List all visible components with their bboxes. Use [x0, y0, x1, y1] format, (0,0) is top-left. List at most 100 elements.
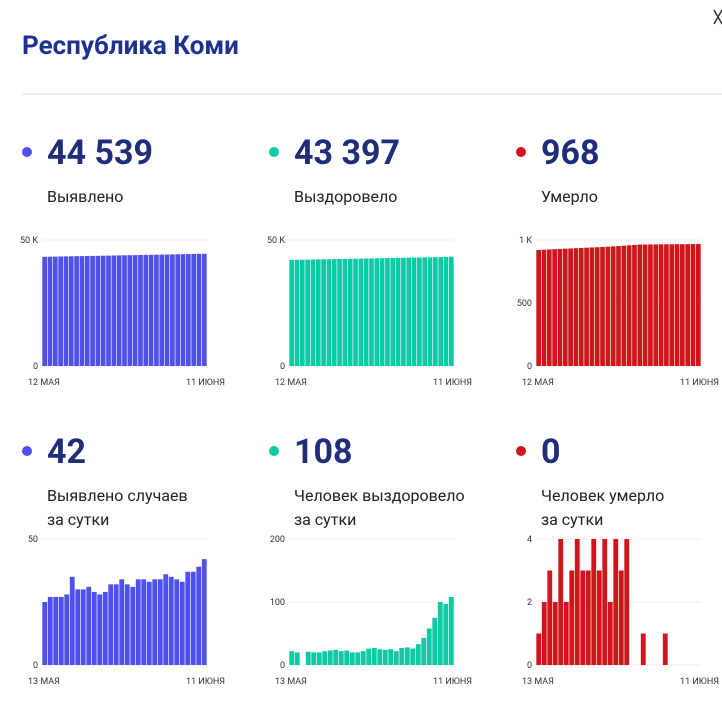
bar [185, 571, 191, 665]
bar [190, 571, 196, 665]
y-tick-label: 0 [527, 362, 532, 372]
stat-label: за сутки [294, 510, 356, 529]
bar [294, 259, 300, 366]
stat-label: Человек выздоровело [294, 486, 465, 505]
bar [618, 570, 624, 665]
bar [369, 258, 374, 366]
bar [610, 246, 616, 366]
bar [541, 602, 547, 665]
bar [68, 256, 74, 366]
status-dot [269, 446, 279, 456]
bar [322, 651, 328, 665]
status-dot [516, 147, 526, 157]
bar [404, 647, 410, 665]
y-tick-label: 50 K [267, 236, 285, 246]
status-dot [22, 147, 32, 157]
bar [152, 579, 158, 665]
bar [132, 255, 138, 366]
x-tick-label: 11 ИЮНЯ [433, 378, 472, 388]
y-tick-label: 4 [527, 535, 532, 545]
bar [613, 539, 619, 665]
bar [122, 255, 127, 366]
x-tick-label: 11 ИЮНЯ [186, 378, 225, 388]
bar [201, 559, 207, 665]
bar [589, 247, 595, 366]
bar [47, 256, 53, 366]
bar [349, 652, 355, 665]
headline-number: 43 397 [294, 133, 400, 173]
bar [536, 249, 542, 366]
bar [138, 254, 143, 366]
x-tick-label: 11 ИЮНЯ [680, 677, 719, 687]
bar [135, 579, 141, 665]
bar [426, 628, 432, 665]
bar [664, 244, 669, 366]
x-tick-label: 13 МАЯ [275, 677, 307, 687]
bar [578, 247, 584, 366]
bar [326, 259, 332, 366]
bar [640, 633, 646, 665]
bar [653, 244, 659, 366]
bar [605, 246, 611, 366]
bar [175, 254, 181, 366]
x-tick-label: 12 МАЯ [275, 378, 307, 388]
bar [382, 649, 388, 665]
bar [557, 248, 563, 366]
bar [106, 255, 111, 366]
y-tick-label: 2 [527, 598, 532, 608]
bar [305, 651, 311, 665]
stat-label: Выздоровело [294, 187, 397, 206]
bar [344, 650, 350, 665]
bar [347, 258, 353, 366]
page-title: Республика Коми [22, 31, 239, 61]
bar [632, 244, 637, 366]
bar [174, 579, 180, 665]
bar [406, 257, 412, 366]
bar [366, 648, 372, 665]
bar [669, 244, 675, 366]
bar [395, 257, 401, 366]
bar [626, 245, 632, 366]
bar [401, 257, 406, 366]
bar [417, 257, 422, 366]
bar [333, 649, 339, 665]
status-dot [516, 446, 526, 456]
bar [374, 258, 380, 366]
bar [607, 602, 613, 665]
bar [53, 596, 59, 665]
bar [642, 244, 648, 366]
bar [432, 617, 438, 665]
bar [164, 254, 170, 366]
bar [427, 257, 433, 366]
bar [86, 586, 92, 665]
y-tick-label: 50 [28, 535, 38, 545]
y-tick-label: 0 [33, 661, 38, 671]
bar [371, 647, 377, 665]
bar [600, 246, 605, 366]
bar [305, 259, 310, 366]
bar [568, 248, 573, 366]
bar [294, 652, 300, 665]
bar [546, 249, 552, 366]
bar [47, 596, 53, 665]
bar [91, 591, 97, 665]
bar [415, 644, 421, 665]
bar [186, 254, 191, 366]
close-button[interactable] [713, 9, 722, 25]
bar [79, 256, 85, 366]
bar [562, 248, 568, 366]
bar [438, 257, 444, 366]
bar [42, 256, 48, 366]
bar [52, 256, 58, 366]
bar [410, 648, 416, 665]
stat-label: за сутки [541, 510, 603, 529]
bar [685, 244, 691, 366]
stat-label: Выявлено случаев [47, 486, 188, 505]
bar [585, 570, 591, 665]
bar [637, 244, 643, 366]
y-tick-label: 1 K [519, 236, 532, 246]
bar [563, 602, 569, 665]
bar [552, 249, 557, 366]
x-tick-label: 12 МАЯ [522, 378, 554, 388]
